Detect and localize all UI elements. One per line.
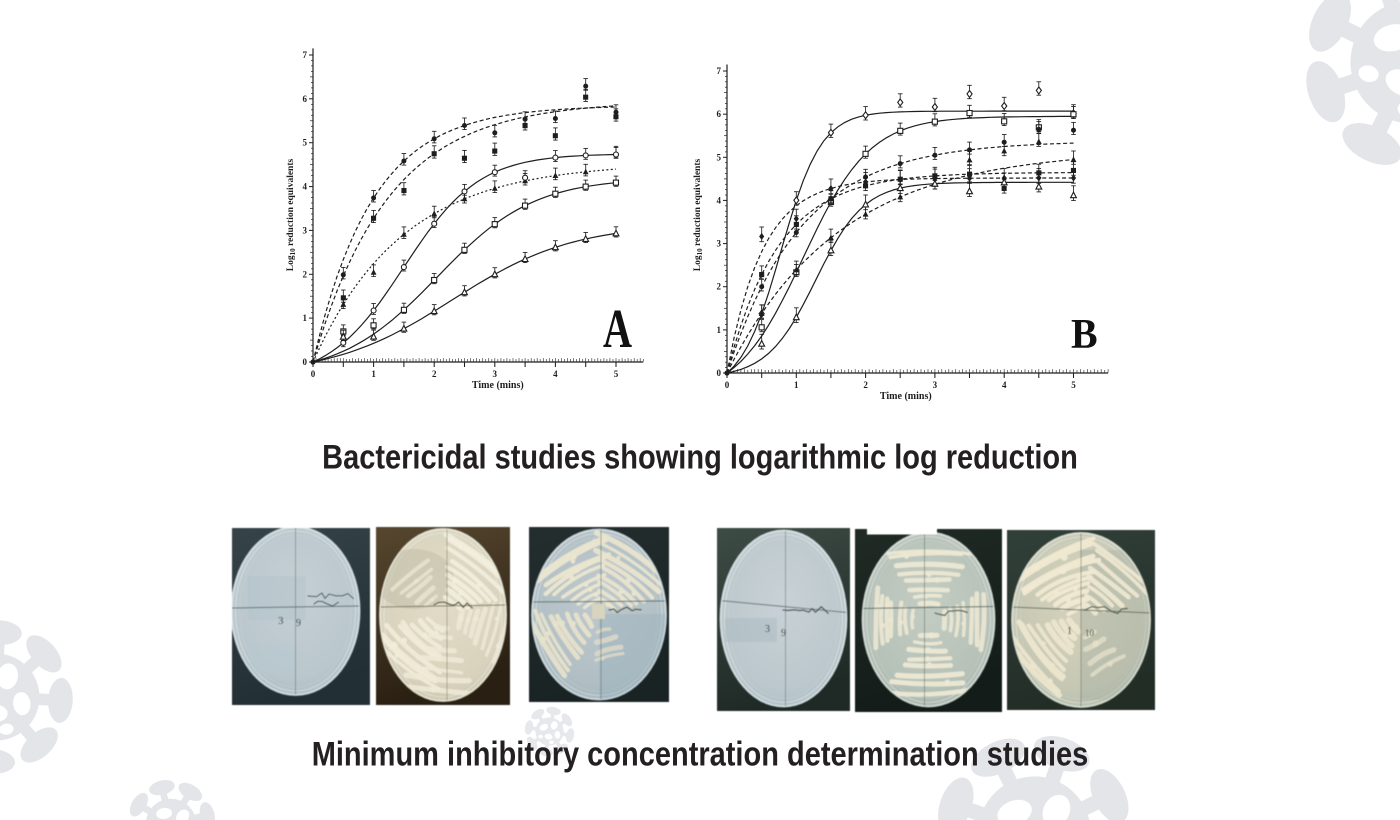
svg-text:Time (mins): Time (mins) [880,391,932,402]
svg-text:10: 10 [1085,628,1095,638]
svg-text:1: 1 [371,369,376,379]
svg-text:2: 2 [303,269,308,279]
svg-text:3: 3 [278,615,284,627]
svg-text:1: 1 [1067,626,1072,637]
svg-text:5: 5 [1071,380,1076,390]
svg-text:5: 5 [303,138,308,148]
svg-text:2: 2 [863,380,868,390]
svg-text:3: 3 [765,624,770,635]
svg-text:0: 0 [725,380,730,390]
svg-text:5: 5 [717,152,722,162]
svg-text:6: 6 [303,94,308,104]
svg-text:9: 9 [781,628,786,639]
svg-text:9: 9 [296,618,301,629]
svg-text:4: 4 [303,182,308,192]
svg-text:3: 3 [717,239,722,249]
svg-text:1: 1 [717,325,722,335]
svg-text:6: 6 [717,109,722,119]
svg-text:0: 0 [311,369,316,379]
svg-text:7: 7 [303,50,308,60]
svg-text:5: 5 [614,369,619,379]
svg-text:4: 4 [717,195,722,205]
svg-text:B: B [1071,310,1098,357]
svg-text:3: 3 [493,369,498,379]
svg-text:3: 3 [303,225,308,235]
svg-text:7: 7 [717,66,722,76]
svg-text:A: A [603,299,632,360]
svg-text:Log10 reduction equivalents: Log10 reduction equivalents [286,159,297,272]
svg-text:4: 4 [553,369,558,379]
svg-text:1: 1 [794,380,799,390]
svg-text:3: 3 [933,380,938,390]
svg-text:0: 0 [303,357,308,367]
svg-text:4: 4 [1002,380,1007,390]
svg-text:0: 0 [717,368,722,378]
svg-text:1: 1 [303,313,308,323]
svg-text:Time (mins): Time (mins) [472,380,524,391]
svg-text:2: 2 [432,369,437,379]
svg-text:2: 2 [717,282,722,292]
svg-text:Log10 reduction equivalents: Log10 reduction equivalents [693,159,704,272]
